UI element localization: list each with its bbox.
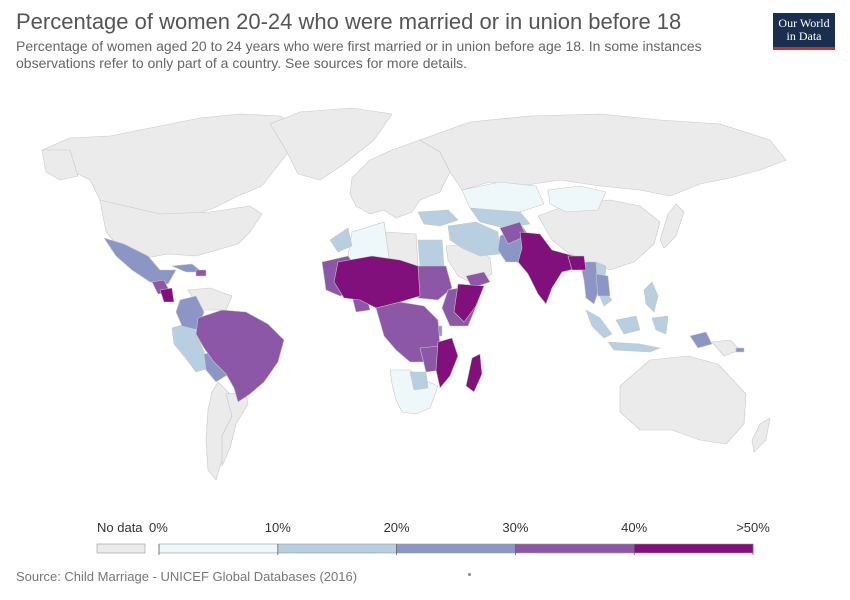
country-mainland-se-asia[interactable] <box>579 261 599 305</box>
country-china[interactable] <box>537 199 661 271</box>
country-new-zealand[interactable] <box>751 417 771 453</box>
country-greenland[interactable] <box>269 107 393 181</box>
country-japan[interactable] <box>659 203 685 249</box>
country-indonesia[interactable] <box>585 309 669 353</box>
chart-subtitle: Percentage of women aged 20 to 24 years … <box>16 38 702 71</box>
country-turkey[interactable] <box>417 209 459 227</box>
country-iran-iraq[interactable] <box>447 221 501 257</box>
country-mongolia[interactable] <box>547 185 607 213</box>
country-yemen[interactable] <box>465 271 491 289</box>
country-nicaragua[interactable] <box>159 287 175 303</box>
country-egypt[interactable] <box>417 239 445 267</box>
legend-tick-label: 20% <box>384 520 410 535</box>
country-russia[interactable] <box>419 113 787 197</box>
country-horn-somalia[interactable] <box>453 283 485 323</box>
legend-bin <box>277 543 397 554</box>
legend-scale: No data 0% 10% 20% 30% 40% >50% <box>96 520 770 555</box>
country-morocco[interactable] <box>329 227 353 253</box>
country-botswana[interactable] <box>409 371 429 391</box>
legend-tick-label: >50% <box>736 520 770 535</box>
source-note[interactable]: Source: Child Marriage - UNICEF Global D… <box>16 569 358 584</box>
legend-no-data-swatch <box>96 543 146 554</box>
legend-tick-label: 0% <box>149 520 168 535</box>
region-europe[interactable] <box>349 139 451 219</box>
country-bangladesh-nepal[interactable] <box>567 255 587 271</box>
legend-no-data-label: No data <box>97 520 143 535</box>
legend-bin <box>633 543 754 554</box>
legend-bin <box>515 543 635 554</box>
country-india[interactable] <box>517 231 579 305</box>
country-cambodia-laos[interactable] <box>595 273 611 297</box>
country-philippines[interactable] <box>643 281 659 313</box>
country-brazil[interactable] <box>195 309 285 403</box>
country-sahel-core[interactable] <box>333 255 421 309</box>
country-australia[interactable] <box>619 355 747 445</box>
country-mozambique-malawi[interactable] <box>435 337 459 389</box>
chart-title: Percentage of women 20-24 who were marri… <box>16 9 682 34</box>
country-mexico[interactable] <box>103 237 177 285</box>
pager-dot <box>468 573 471 576</box>
legend-tick-label: 30% <box>502 520 528 535</box>
country-alaska[interactable] <box>41 149 79 181</box>
legend-tick-label: 40% <box>621 520 647 535</box>
country-timor-leste[interactable] <box>689 331 713 349</box>
logo-line-1: Our World <box>778 16 830 30</box>
country-madagascar[interactable] <box>465 353 483 393</box>
map-legend: No data 0% 10% 20% 30% 40% >50% <box>0 510 850 560</box>
country-canada[interactable] <box>41 113 301 223</box>
legend-bin <box>396 543 516 554</box>
logo-line-2: in Data <box>786 29 822 43</box>
country-solomon-islands[interactable] <box>735 347 745 353</box>
legend-tick-label: 10% <box>265 520 291 535</box>
legend-bin <box>158 543 279 554</box>
owid-logo[interactable]: Our World in Data <box>773 13 835 50</box>
country-dominican-republic[interactable] <box>195 269 207 277</box>
world-map <box>41 107 787 481</box>
